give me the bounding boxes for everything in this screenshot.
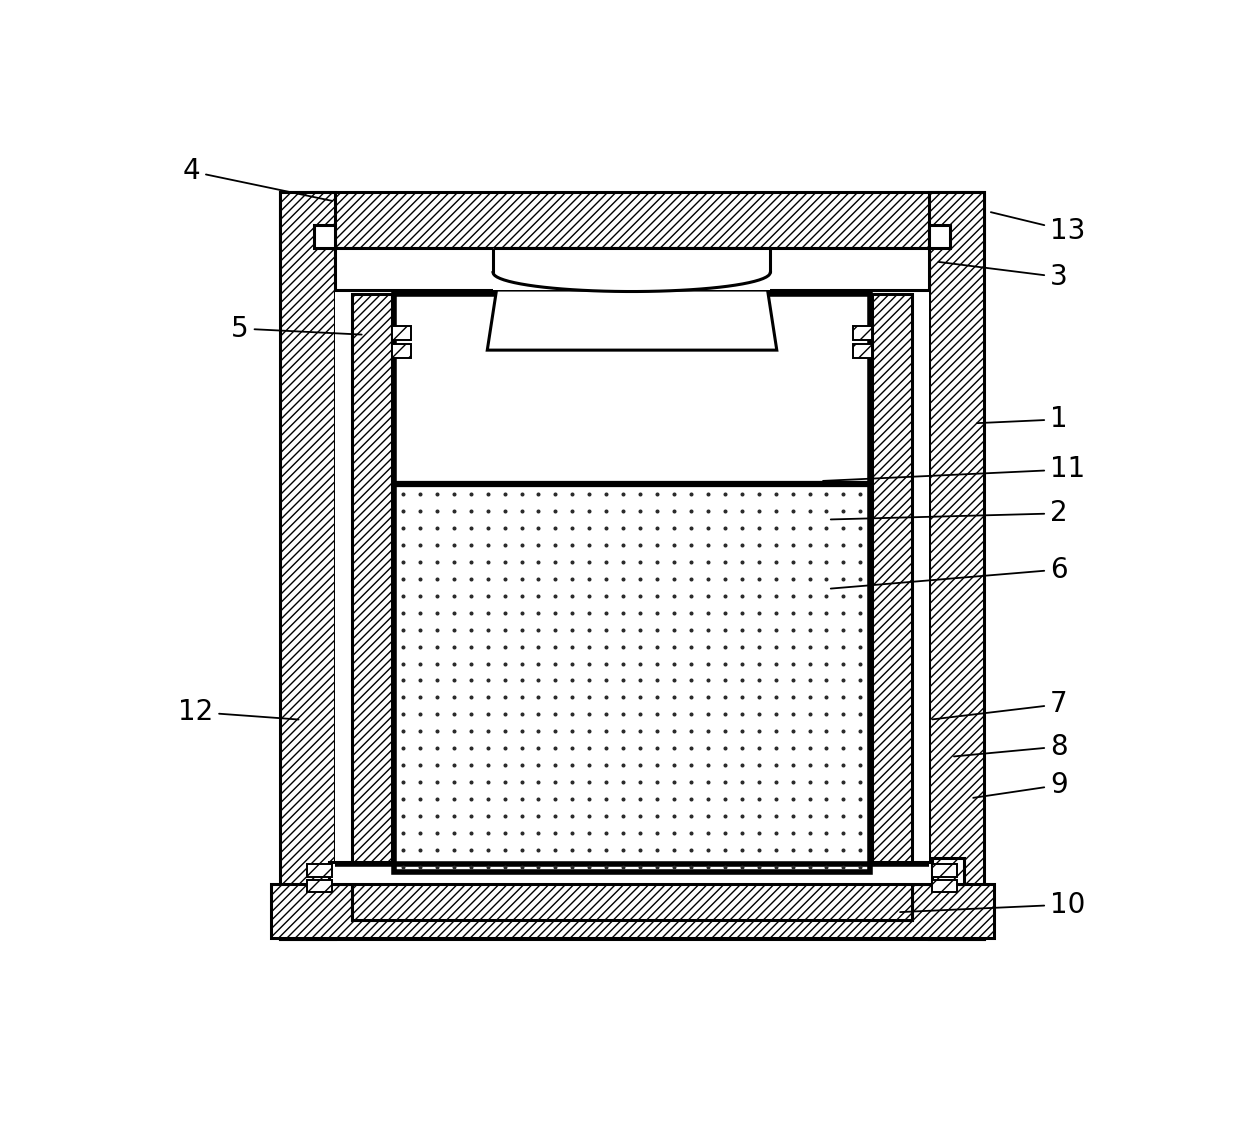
Text: 11: 11	[823, 455, 1085, 483]
Bar	[270, 883, 993, 937]
Polygon shape	[487, 290, 776, 350]
Bar	[853, 326, 872, 340]
Text: 6: 6	[831, 556, 1068, 589]
Bar	[335, 248, 929, 290]
Bar	[308, 864, 332, 877]
Bar	[494, 248, 770, 290]
Text: 9: 9	[973, 771, 1068, 799]
Bar	[932, 880, 956, 892]
Text: 4: 4	[182, 157, 332, 201]
Text: 5: 5	[232, 315, 362, 343]
Bar	[280, 883, 985, 939]
Bar	[853, 344, 872, 358]
Text: 8: 8	[954, 733, 1068, 761]
Bar	[932, 864, 956, 877]
Bar	[392, 326, 410, 340]
Text: 3: 3	[939, 262, 1068, 291]
Bar	[314, 224, 335, 249]
Bar	[929, 193, 985, 939]
Bar	[392, 294, 872, 872]
Bar	[392, 344, 410, 358]
Bar	[280, 193, 335, 939]
Bar	[932, 859, 965, 883]
Bar	[308, 880, 332, 892]
Text: 2: 2	[831, 499, 1068, 527]
Text: 12: 12	[179, 698, 299, 726]
Text: 13: 13	[991, 212, 1085, 244]
Bar	[929, 224, 950, 248]
Bar	[335, 248, 929, 883]
Bar	[872, 294, 911, 920]
Bar	[352, 294, 392, 920]
Text: 7: 7	[932, 691, 1068, 720]
Bar	[352, 872, 911, 920]
Bar	[394, 294, 870, 872]
Text: 1: 1	[977, 406, 1068, 434]
Bar	[329, 862, 935, 883]
Bar	[314, 224, 335, 248]
Bar	[280, 193, 985, 248]
Text: 10: 10	[900, 890, 1085, 918]
